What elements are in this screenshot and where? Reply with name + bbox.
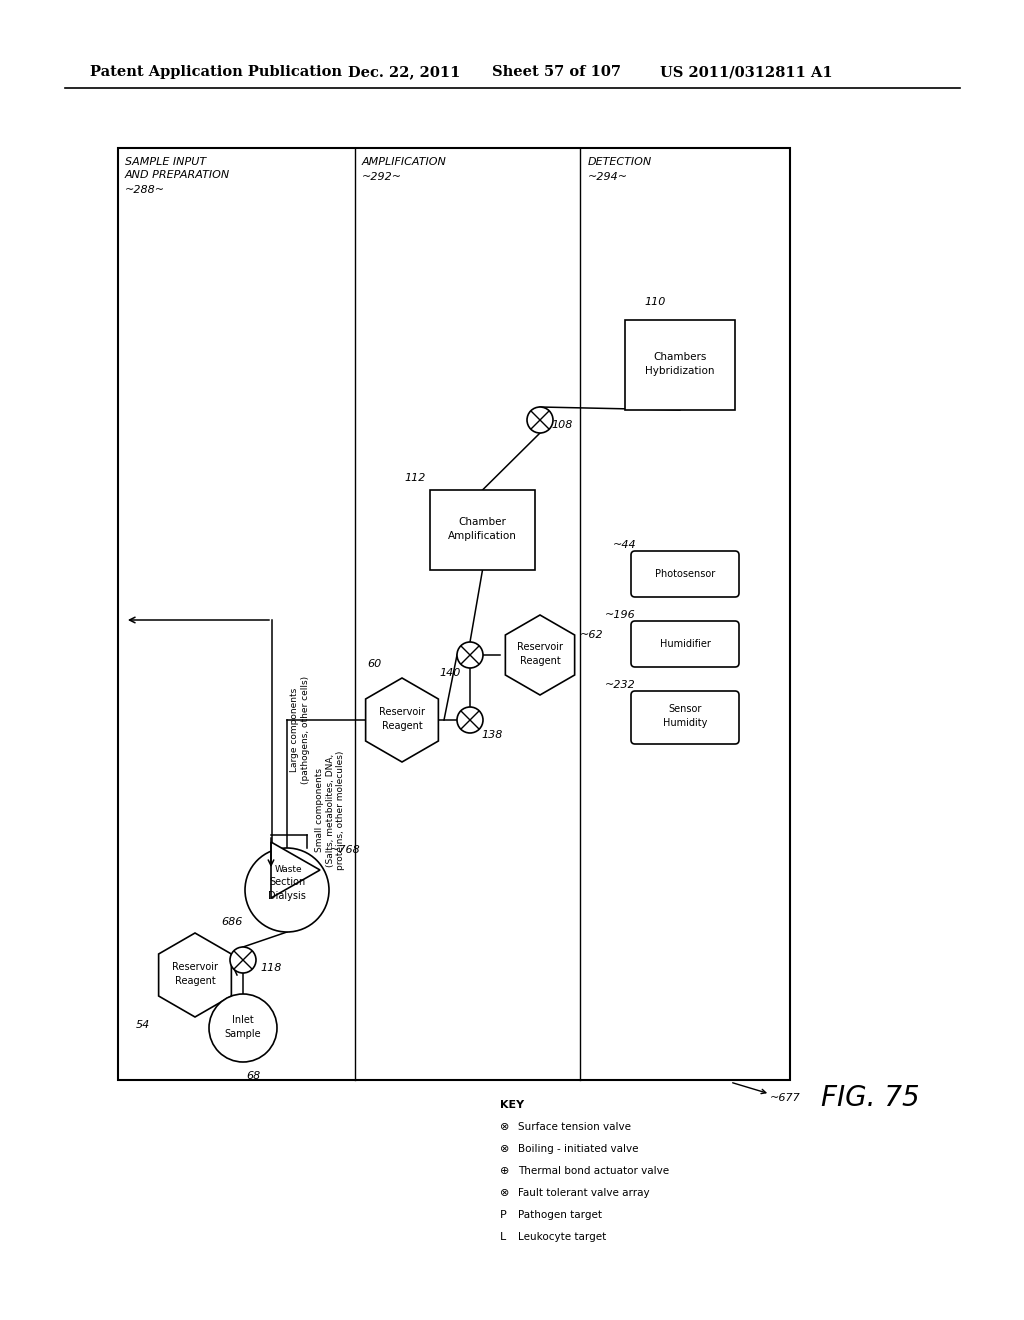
Text: Inlet: Inlet xyxy=(232,1015,254,1026)
Text: Surface tension valve: Surface tension valve xyxy=(518,1122,631,1133)
Text: AMPLIFICATION: AMPLIFICATION xyxy=(362,157,446,168)
Text: Photosensor: Photosensor xyxy=(655,569,715,579)
Text: Boiling - initiated valve: Boiling - initiated valve xyxy=(518,1144,639,1154)
Text: ⊗: ⊗ xyxy=(500,1144,509,1154)
FancyBboxPatch shape xyxy=(631,620,739,667)
Text: 110: 110 xyxy=(644,297,666,308)
Circle shape xyxy=(457,642,483,668)
Text: Reservoir: Reservoir xyxy=(379,708,425,717)
Text: 60: 60 xyxy=(367,659,381,669)
Bar xyxy=(625,319,735,411)
Circle shape xyxy=(245,847,329,932)
Text: Humidity: Humidity xyxy=(663,718,708,729)
Text: Reservoir: Reservoir xyxy=(517,642,563,652)
Text: DETECTION: DETECTION xyxy=(588,157,652,168)
FancyBboxPatch shape xyxy=(631,550,739,597)
Text: 140: 140 xyxy=(439,668,461,678)
Text: ~677: ~677 xyxy=(770,1093,801,1104)
Text: Dec. 22, 2011: Dec. 22, 2011 xyxy=(348,65,461,79)
Text: ~768: ~768 xyxy=(330,845,360,855)
Text: ~44: ~44 xyxy=(613,540,637,550)
Text: Sample: Sample xyxy=(224,1030,261,1039)
Text: Sheet 57 of 107: Sheet 57 of 107 xyxy=(492,65,621,79)
Text: 108: 108 xyxy=(551,420,572,430)
Text: ~62: ~62 xyxy=(581,630,604,640)
Text: Chambers: Chambers xyxy=(653,352,707,362)
Text: Reagent: Reagent xyxy=(175,975,215,986)
Text: ~292~: ~292~ xyxy=(362,172,402,182)
Text: Waste: Waste xyxy=(274,866,302,874)
Text: FIG. 75: FIG. 75 xyxy=(820,1084,920,1111)
Text: Reagent: Reagent xyxy=(382,721,422,731)
Text: Dialysis: Dialysis xyxy=(268,891,306,902)
Text: Pathogen target: Pathogen target xyxy=(518,1210,602,1220)
Text: Large components
(pathogens, other cells): Large components (pathogens, other cells… xyxy=(290,676,309,784)
Text: ⊗: ⊗ xyxy=(500,1122,509,1133)
Circle shape xyxy=(230,946,256,973)
Polygon shape xyxy=(271,842,319,898)
Text: Patent Application Publication: Patent Application Publication xyxy=(90,65,342,79)
Text: AND PREPARATION: AND PREPARATION xyxy=(125,170,230,180)
Polygon shape xyxy=(506,615,574,696)
Text: L: L xyxy=(500,1232,506,1242)
Circle shape xyxy=(527,407,553,433)
Text: Fault tolerant valve array: Fault tolerant valve array xyxy=(518,1188,649,1199)
Text: 68: 68 xyxy=(246,1071,260,1081)
Text: 686: 686 xyxy=(221,917,243,927)
Bar xyxy=(430,490,535,570)
Text: ⊕: ⊕ xyxy=(500,1166,509,1176)
Text: Reagent: Reagent xyxy=(519,656,560,667)
Text: 118: 118 xyxy=(260,964,282,973)
Text: US 2011/0312811 A1: US 2011/0312811 A1 xyxy=(660,65,833,79)
Text: Sensor: Sensor xyxy=(669,705,701,714)
Text: P: P xyxy=(500,1210,507,1220)
Text: ~232: ~232 xyxy=(604,680,635,690)
Text: Small components
(Salts, metabolites, DNA,
proteins, other molecules): Small components (Salts, metabolites, DN… xyxy=(315,750,345,870)
Text: ~294~: ~294~ xyxy=(588,172,628,182)
Text: Chamber: Chamber xyxy=(459,517,507,527)
Text: Leukocyte target: Leukocyte target xyxy=(518,1232,606,1242)
Text: Amplification: Amplification xyxy=(449,531,517,541)
Text: Hybridization: Hybridization xyxy=(645,366,715,376)
Polygon shape xyxy=(159,933,231,1016)
Circle shape xyxy=(457,708,483,733)
Bar xyxy=(118,148,790,1080)
Text: SAMPLE INPUT: SAMPLE INPUT xyxy=(125,157,206,168)
Text: Reservoir: Reservoir xyxy=(172,962,218,972)
Text: KEY: KEY xyxy=(500,1100,524,1110)
Text: Thermal bond actuator valve: Thermal bond actuator valve xyxy=(518,1166,669,1176)
Text: ~288~: ~288~ xyxy=(125,185,165,195)
Text: 112: 112 xyxy=(404,473,426,483)
Polygon shape xyxy=(366,678,438,762)
Text: 138: 138 xyxy=(481,730,503,741)
Circle shape xyxy=(209,994,278,1063)
Text: ⊗: ⊗ xyxy=(500,1188,509,1199)
Text: 54: 54 xyxy=(136,1020,151,1030)
Text: Humidifier: Humidifier xyxy=(659,639,711,649)
FancyBboxPatch shape xyxy=(631,690,739,744)
Text: Section: Section xyxy=(269,876,305,887)
Text: ~196: ~196 xyxy=(604,610,635,620)
